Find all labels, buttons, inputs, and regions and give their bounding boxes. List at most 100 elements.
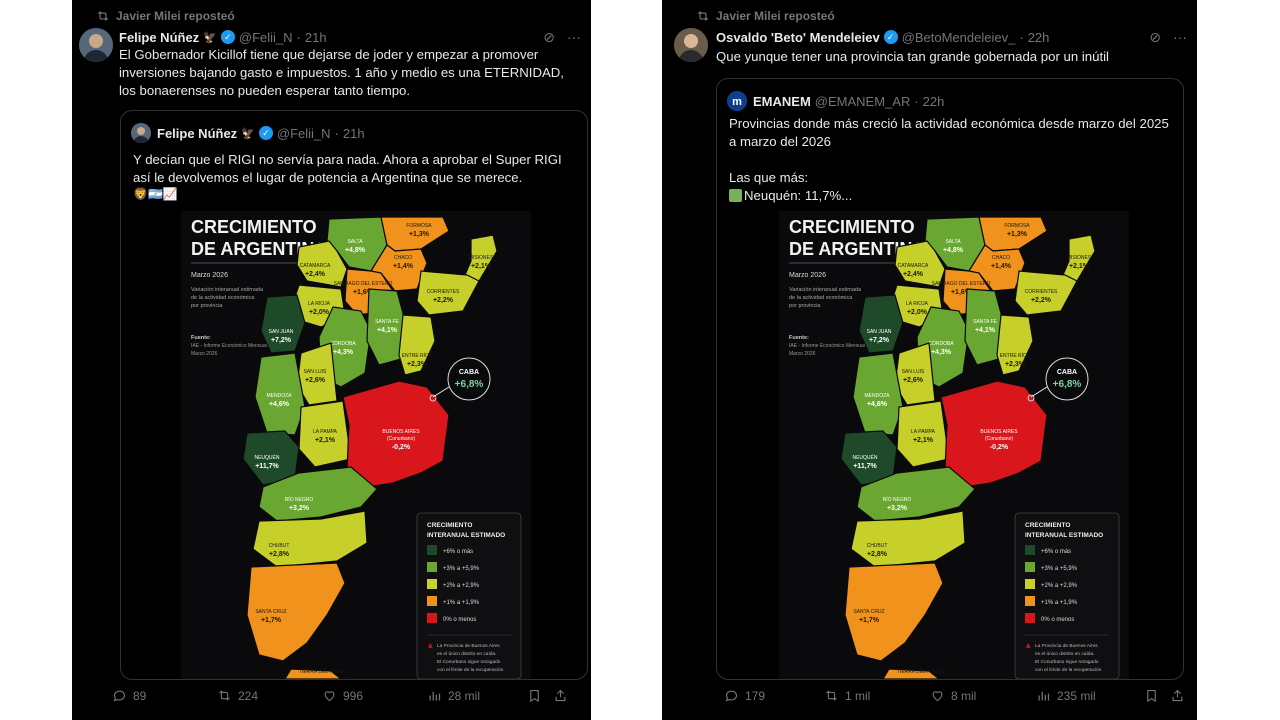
quoted-tweet[interactable]: Felipe Núñez 🦅 ✓ @Felii_N · 21h Y decían… (120, 110, 588, 680)
province-lapampa[interactable] (298, 400, 352, 468)
province-name-mendoza: MENDOZA (865, 393, 891, 399)
more-options-icon[interactable]: ··· (1173, 28, 1187, 45)
bookmark-button[interactable] (1144, 688, 1170, 703)
province-chubut[interactable] (850, 510, 966, 568)
views-button[interactable]: 28 mil (427, 688, 527, 703)
province-value-cordoba: +4,3% (931, 349, 952, 356)
province-value-corrientes: +2,2% (433, 297, 454, 304)
repost-button[interactable]: 1 mil (824, 688, 930, 703)
share-button[interactable] (553, 688, 568, 703)
author-name[interactable]: Osvaldo 'Beto' Mendeleiev (716, 29, 880, 45)
tweet-actions: 179 1 mil 8 mil 235 mil (724, 688, 1189, 703)
province-name-cordoba: CÓRDOBA (928, 340, 954, 347)
province-value-mendoza: +4,6% (269, 401, 290, 408)
province-tierra[interactable] (882, 668, 940, 679)
province-value-cordoba: +4,3% (333, 349, 354, 356)
legend-footnote-line: El Conurbano sigue rezagado (437, 659, 501, 665)
more-options-icon[interactable]: ··· (567, 28, 581, 45)
province-catamarca[interactable] (894, 240, 946, 288)
reply-button[interactable]: 179 (724, 688, 824, 703)
legend-swatch (1025, 562, 1035, 572)
map-date: Marzo 2026 (789, 272, 826, 279)
reply-count: 179 (745, 688, 766, 703)
province-mendoza[interactable] (254, 352, 306, 436)
legend-footnote-line: con el límite de la recuperación (437, 667, 504, 673)
author-name[interactable]: Felipe Núñez (119, 29, 200, 45)
bookmark-button[interactable] (527, 688, 553, 703)
grok-icon[interactable]: ⊘ (543, 28, 555, 45)
quote-text-highlight: Neuquén: 11,7%... (744, 188, 853, 203)
avatar[interactable] (674, 28, 708, 62)
author-handle[interactable]: @BetoMendeleiev_ (901, 29, 1016, 45)
province-rionegro[interactable] (856, 466, 976, 522)
separator-dot: · (334, 125, 339, 141)
tweet-time[interactable]: 21h (304, 29, 327, 45)
province-catamarca[interactable] (296, 240, 348, 288)
province-name-mendoza: MENDOZA (267, 393, 293, 399)
tweet-header: Felipe Núñez 🦅 ✓ @Felii_N · 21h ⊘ ··· (119, 28, 581, 46)
province-name-santiago: SANTIAGO DEL ESTERO (932, 281, 991, 287)
repost-indicator: Javier Milei reposteó (696, 9, 835, 23)
caba-callout-circle (447, 357, 491, 401)
province-value-sanjuan: +7,2% (271, 337, 292, 344)
quote-header: m EMANEM @EMANEM_AR · 22h (727, 91, 944, 111)
province-value-larioja: +2,0% (907, 309, 928, 316)
province-name-catamarca: CATAMARCA (300, 263, 331, 269)
tweet-actions: 89 224 996 28 mil (112, 688, 583, 703)
tweet-header: Osvaldo 'Beto' Mendeleiev ✓ @BetoMendele… (716, 28, 1187, 46)
province-buenosaires[interactable] (940, 380, 1048, 488)
like-count: 8 mil (951, 688, 977, 703)
repost-button[interactable]: 224 (217, 688, 322, 703)
map-image[interactable]: CRECIMIENTO DE ARGENTINA Marzo 2026 Variaci… (779, 211, 1129, 679)
province-sanjuan[interactable] (858, 294, 904, 354)
province-corrientes[interactable] (416, 270, 480, 316)
map-image[interactable]: CRECIMIENTO DE ARGENTINA Marzo 2026 Variaci… (181, 211, 531, 679)
reply-icon (725, 690, 738, 702)
tweet-card-left[interactable]: Javier Milei reposteó Felipe Núñez 🦅 ✓ @… (72, 0, 591, 720)
repost-icon (697, 11, 709, 21)
province-sub-buenosaires: (Conurbano) (985, 436, 1013, 442)
province-value-formosa: +1,3% (1007, 231, 1028, 238)
map-subtitle-line: de la actividad económica (191, 295, 255, 301)
grok-icon[interactable]: ⊘ (1149, 28, 1161, 45)
province-lapampa[interactable] (896, 400, 950, 468)
province-santacruz[interactable] (844, 562, 944, 662)
province-value-sanluis: +2,6% (903, 377, 924, 384)
like-button[interactable]: 996 (322, 688, 427, 703)
legend-title-line: INTERANUAL ESTIMADO (1025, 532, 1103, 539)
tweet-card-right[interactable]: Javier Milei reposteó Osvaldo 'Beto' Men… (662, 0, 1197, 720)
province-name-santafe: SANTA FE (973, 319, 997, 325)
caba-value: +6,8% (1053, 379, 1082, 390)
province-name-chaco: CHACO (394, 255, 412, 261)
province-sanjuan[interactable] (260, 294, 306, 354)
province-chubut[interactable] (252, 510, 368, 568)
share-button[interactable] (1170, 688, 1185, 703)
province-name-santacruz: SANTA CRUZ (255, 609, 286, 615)
province-tierra[interactable] (284, 668, 342, 679)
province-entrerios[interactable] (996, 314, 1034, 376)
avatar[interactable] (79, 28, 113, 62)
province-rionegro[interactable] (258, 466, 378, 522)
province-buenosaires[interactable] (342, 380, 450, 488)
province-value-larioja: +2,0% (309, 309, 330, 316)
repost-icon (219, 690, 230, 701)
like-button[interactable]: 8 mil (930, 688, 1036, 703)
province-mendoza[interactable] (852, 352, 904, 436)
province-value-santiago: +1,6% (951, 289, 972, 296)
reply-button[interactable]: 89 (112, 688, 217, 703)
province-entrerios[interactable] (398, 314, 436, 376)
quoted-tweet[interactable]: m EMANEM @EMANEM_AR · 22h Provincias don… (716, 78, 1184, 680)
province-name-larioja: LA RIOJA (906, 301, 929, 307)
province-corrientes[interactable] (1014, 270, 1078, 316)
views-button[interactable]: 235 mil (1036, 688, 1144, 703)
quote-text-line3: Neuquén: 11,7%... (729, 187, 1169, 205)
author-handle[interactable]: @Felii_N (238, 29, 293, 45)
separator-dot: · (914, 93, 919, 109)
svg-text:m: m (732, 96, 742, 108)
heart-icon (932, 691, 943, 702)
province-value-neuquen: +11,7% (853, 463, 877, 470)
caba-marker (429, 394, 437, 402)
tweet-time[interactable]: 22h (1027, 29, 1050, 45)
province-santacruz[interactable] (246, 562, 346, 662)
